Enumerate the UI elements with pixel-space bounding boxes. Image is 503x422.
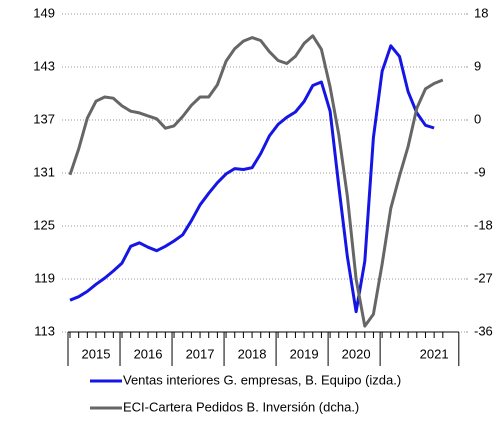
x-tick-label: 2017	[186, 346, 215, 361]
y2-tick-label: 0	[474, 111, 481, 126]
series-line	[69, 44, 435, 314]
y2-tick-label: -27	[474, 270, 493, 285]
x-tick-label: 2019	[290, 346, 319, 361]
y-tick-label: 137	[33, 111, 55, 126]
y2-tick-label: -9	[474, 164, 486, 179]
x-tick-label: 2015	[82, 346, 111, 361]
x-tick-label: 2016	[134, 346, 163, 361]
y-tick-label: 113	[34, 323, 55, 338]
y-tick-label: 149	[33, 5, 55, 20]
legend-label: ECI-Cartera Pedidos B. Inversión (dcha.)	[123, 399, 359, 414]
y2-tick-label: 18	[474, 5, 488, 20]
x-tick-label: 2020	[342, 346, 371, 361]
y2-tick-label: 9	[474, 58, 481, 73]
y-tick-label: 131	[33, 164, 55, 179]
y2-tick-label: -18	[474, 217, 493, 232]
legend-label: Ventas interiores G. empresas, B. Equipo…	[123, 372, 401, 387]
x-tick-label: 2018	[238, 346, 267, 361]
y-tick-label: 143	[33, 58, 55, 73]
y2-tick-label: -36	[474, 323, 493, 338]
x-tick-label: 2021	[420, 346, 449, 361]
series-line	[68, 34, 444, 328]
y-tick-label: 119	[34, 270, 55, 285]
y-tick-label: 125	[33, 217, 55, 232]
